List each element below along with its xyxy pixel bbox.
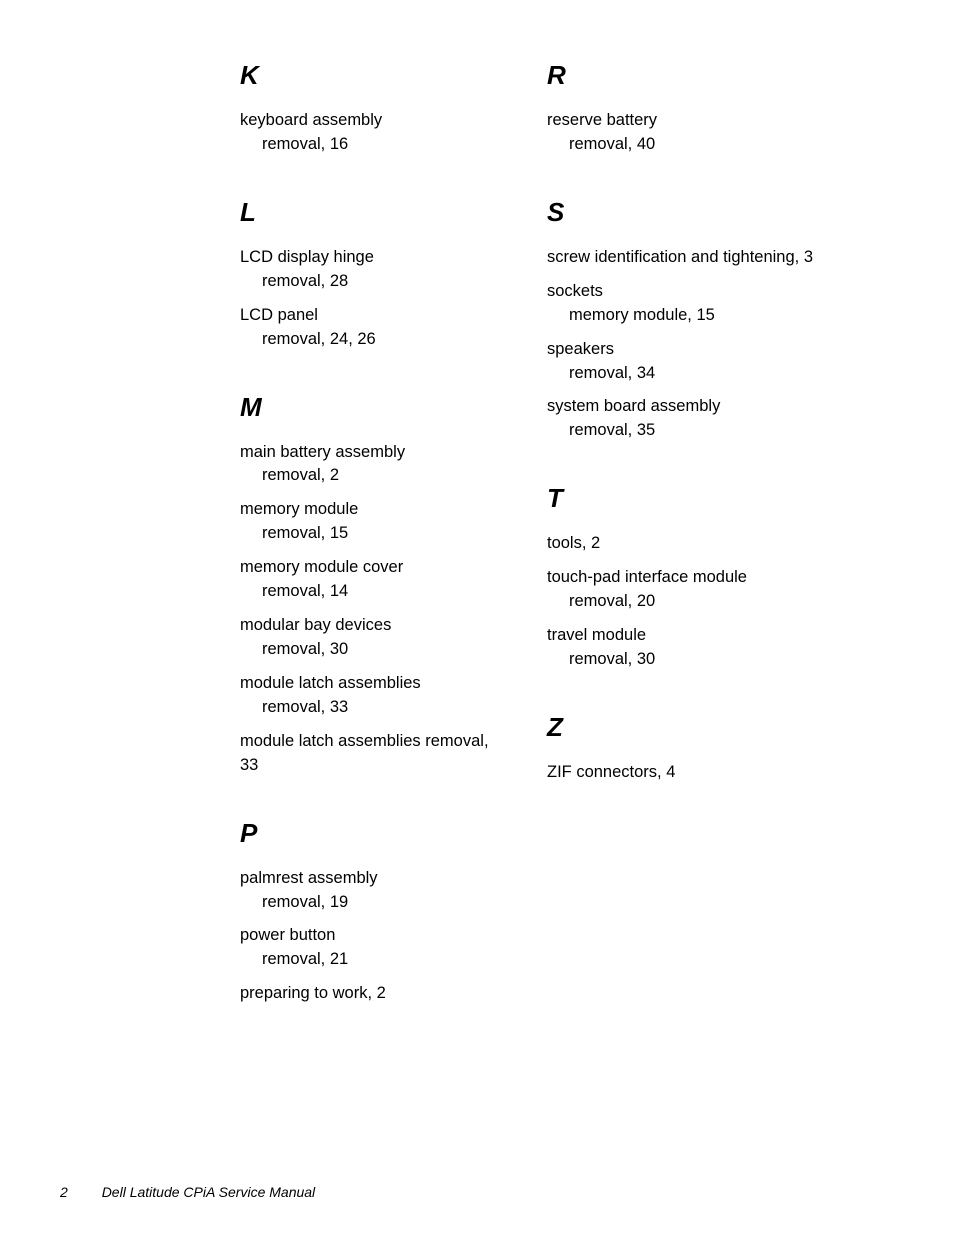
entry-term: modular bay devices [240,616,391,634]
entry-subline: removal, 2 [240,464,507,488]
entry-term: speakers [547,340,614,358]
index-entry: touch-pad interface module removal, 20 [547,566,814,614]
index-page: Kkeyboard assembly removal, 16 L LCD displa… [0,0,954,1046]
entry-subline: removal, 14 [240,580,507,604]
section-letter: M [240,392,507,423]
entry-subline: removal, 30 [240,638,507,662]
entry-subline: removal, 28 [240,270,507,294]
index-entry: module latch assemblies removal, 33 [240,730,507,778]
entry-subline: removal, 21 [240,948,507,972]
index-entry: system board assembly removal, 35 [547,395,814,443]
entry-term: ZIF connectors, 4 [547,763,675,781]
index-section: Z ZIF connectors, 4 [547,712,814,785]
index-entry: ZIF connectors, 4 [547,761,814,785]
entry-subline: removal, 40 [547,133,814,157]
manual-title: Dell Latitude CPiA Service Manual [102,1184,315,1200]
entry-term: travel module [547,626,646,644]
entry-term: module latch assemblies removal, 33 [240,732,489,774]
index-entry: speakers removal, 34 [547,338,814,386]
section-letter: R [547,60,814,91]
index-entry: memory module cover removal, 14 [240,556,507,604]
index-entry: LCD display hinge removal, 28 [240,246,507,294]
index-section: Ppalmrest assembly removal, 19 power butto… [240,818,507,1007]
index-entry: modular bay devices removal, 30 [240,614,507,662]
index-entry: preparing to work, 2 [240,982,507,1006]
entry-term: module latch assemblies [240,674,421,692]
index-entry: keyboard assembly removal, 16 [240,109,507,157]
index-section: Mmain battery assembly removal, 2 memory m… [240,392,507,778]
page-number: 2 [60,1184,68,1200]
entry-term: LCD display hinge [240,248,374,266]
entry-subline: removal, 33 [240,696,507,720]
section-letter: T [547,483,814,514]
index-entry: screw identification and tightening, 3 [547,246,814,270]
entry-term: power button [240,926,335,944]
entry-term: palmrest assembly [240,869,378,887]
index-entry: module latch assemblies removal, 33 [240,672,507,720]
entry-term: reserve battery [547,111,657,129]
index-section: Ttools, 2 touch-pad interface module remov… [547,483,814,672]
entry-subline: removal, 20 [547,590,814,614]
section-letter: S [547,197,814,228]
entry-subline: removal, 16 [240,133,507,157]
index-section: Sscrew identification and tightening, 3 s… [547,197,814,443]
page-footer: 2 Dell Latitude CPiA Service Manual [60,1184,315,1200]
entry-term: sockets [547,282,603,300]
index-entry: travel module removal, 30 [547,624,814,672]
entry-subline: removal, 34 [547,362,814,386]
left-column: Kkeyboard assembly removal, 16 L LCD displa… [60,60,507,1046]
index-entry: power button removal, 21 [240,924,507,972]
entry-term: preparing to work, 2 [240,984,386,1002]
entry-term: keyboard assembly [240,111,382,129]
index-entry: sockets memory module, 15 [547,280,814,328]
entry-term: memory module [240,500,358,518]
section-letter: K [240,60,507,91]
entry-term: touch-pad interface module [547,568,747,586]
entry-subline: memory module, 15 [547,304,814,328]
section-letter: L [240,197,507,228]
index-section: L LCD display hinge removal, 28 LCD panel re… [240,197,507,352]
entry-subline: removal, 30 [547,648,814,672]
index-entry: LCD panel removal, 24, 26 [240,304,507,352]
index-entry: reserve battery removal, 40 [547,109,814,157]
entry-term: main battery assembly [240,443,405,461]
entry-term: LCD panel [240,306,318,324]
entry-subline: removal, 35 [547,419,814,443]
entry-subline: removal, 24, 26 [240,328,507,352]
entry-term: system board assembly [547,397,720,415]
index-entry: memory module removal, 15 [240,498,507,546]
entry-term: screw identification and tightening, 3 [547,248,813,266]
index-section: Kkeyboard assembly removal, 16 [240,60,507,157]
index-entry: main battery assembly removal, 2 [240,441,507,489]
entry-subline: removal, 15 [240,522,507,546]
index-entry: tools, 2 [547,532,814,556]
section-letter: Z [547,712,814,743]
index-section: Rreserve battery removal, 40 [547,60,814,157]
entry-subline: removal, 19 [240,891,507,915]
index-entry: palmrest assembly removal, 19 [240,867,507,915]
entry-term: memory module cover [240,558,403,576]
section-letter: P [240,818,507,849]
entry-term: tools, 2 [547,534,600,552]
right-column: Rreserve battery removal, 40 Sscrew identi… [547,60,894,1046]
